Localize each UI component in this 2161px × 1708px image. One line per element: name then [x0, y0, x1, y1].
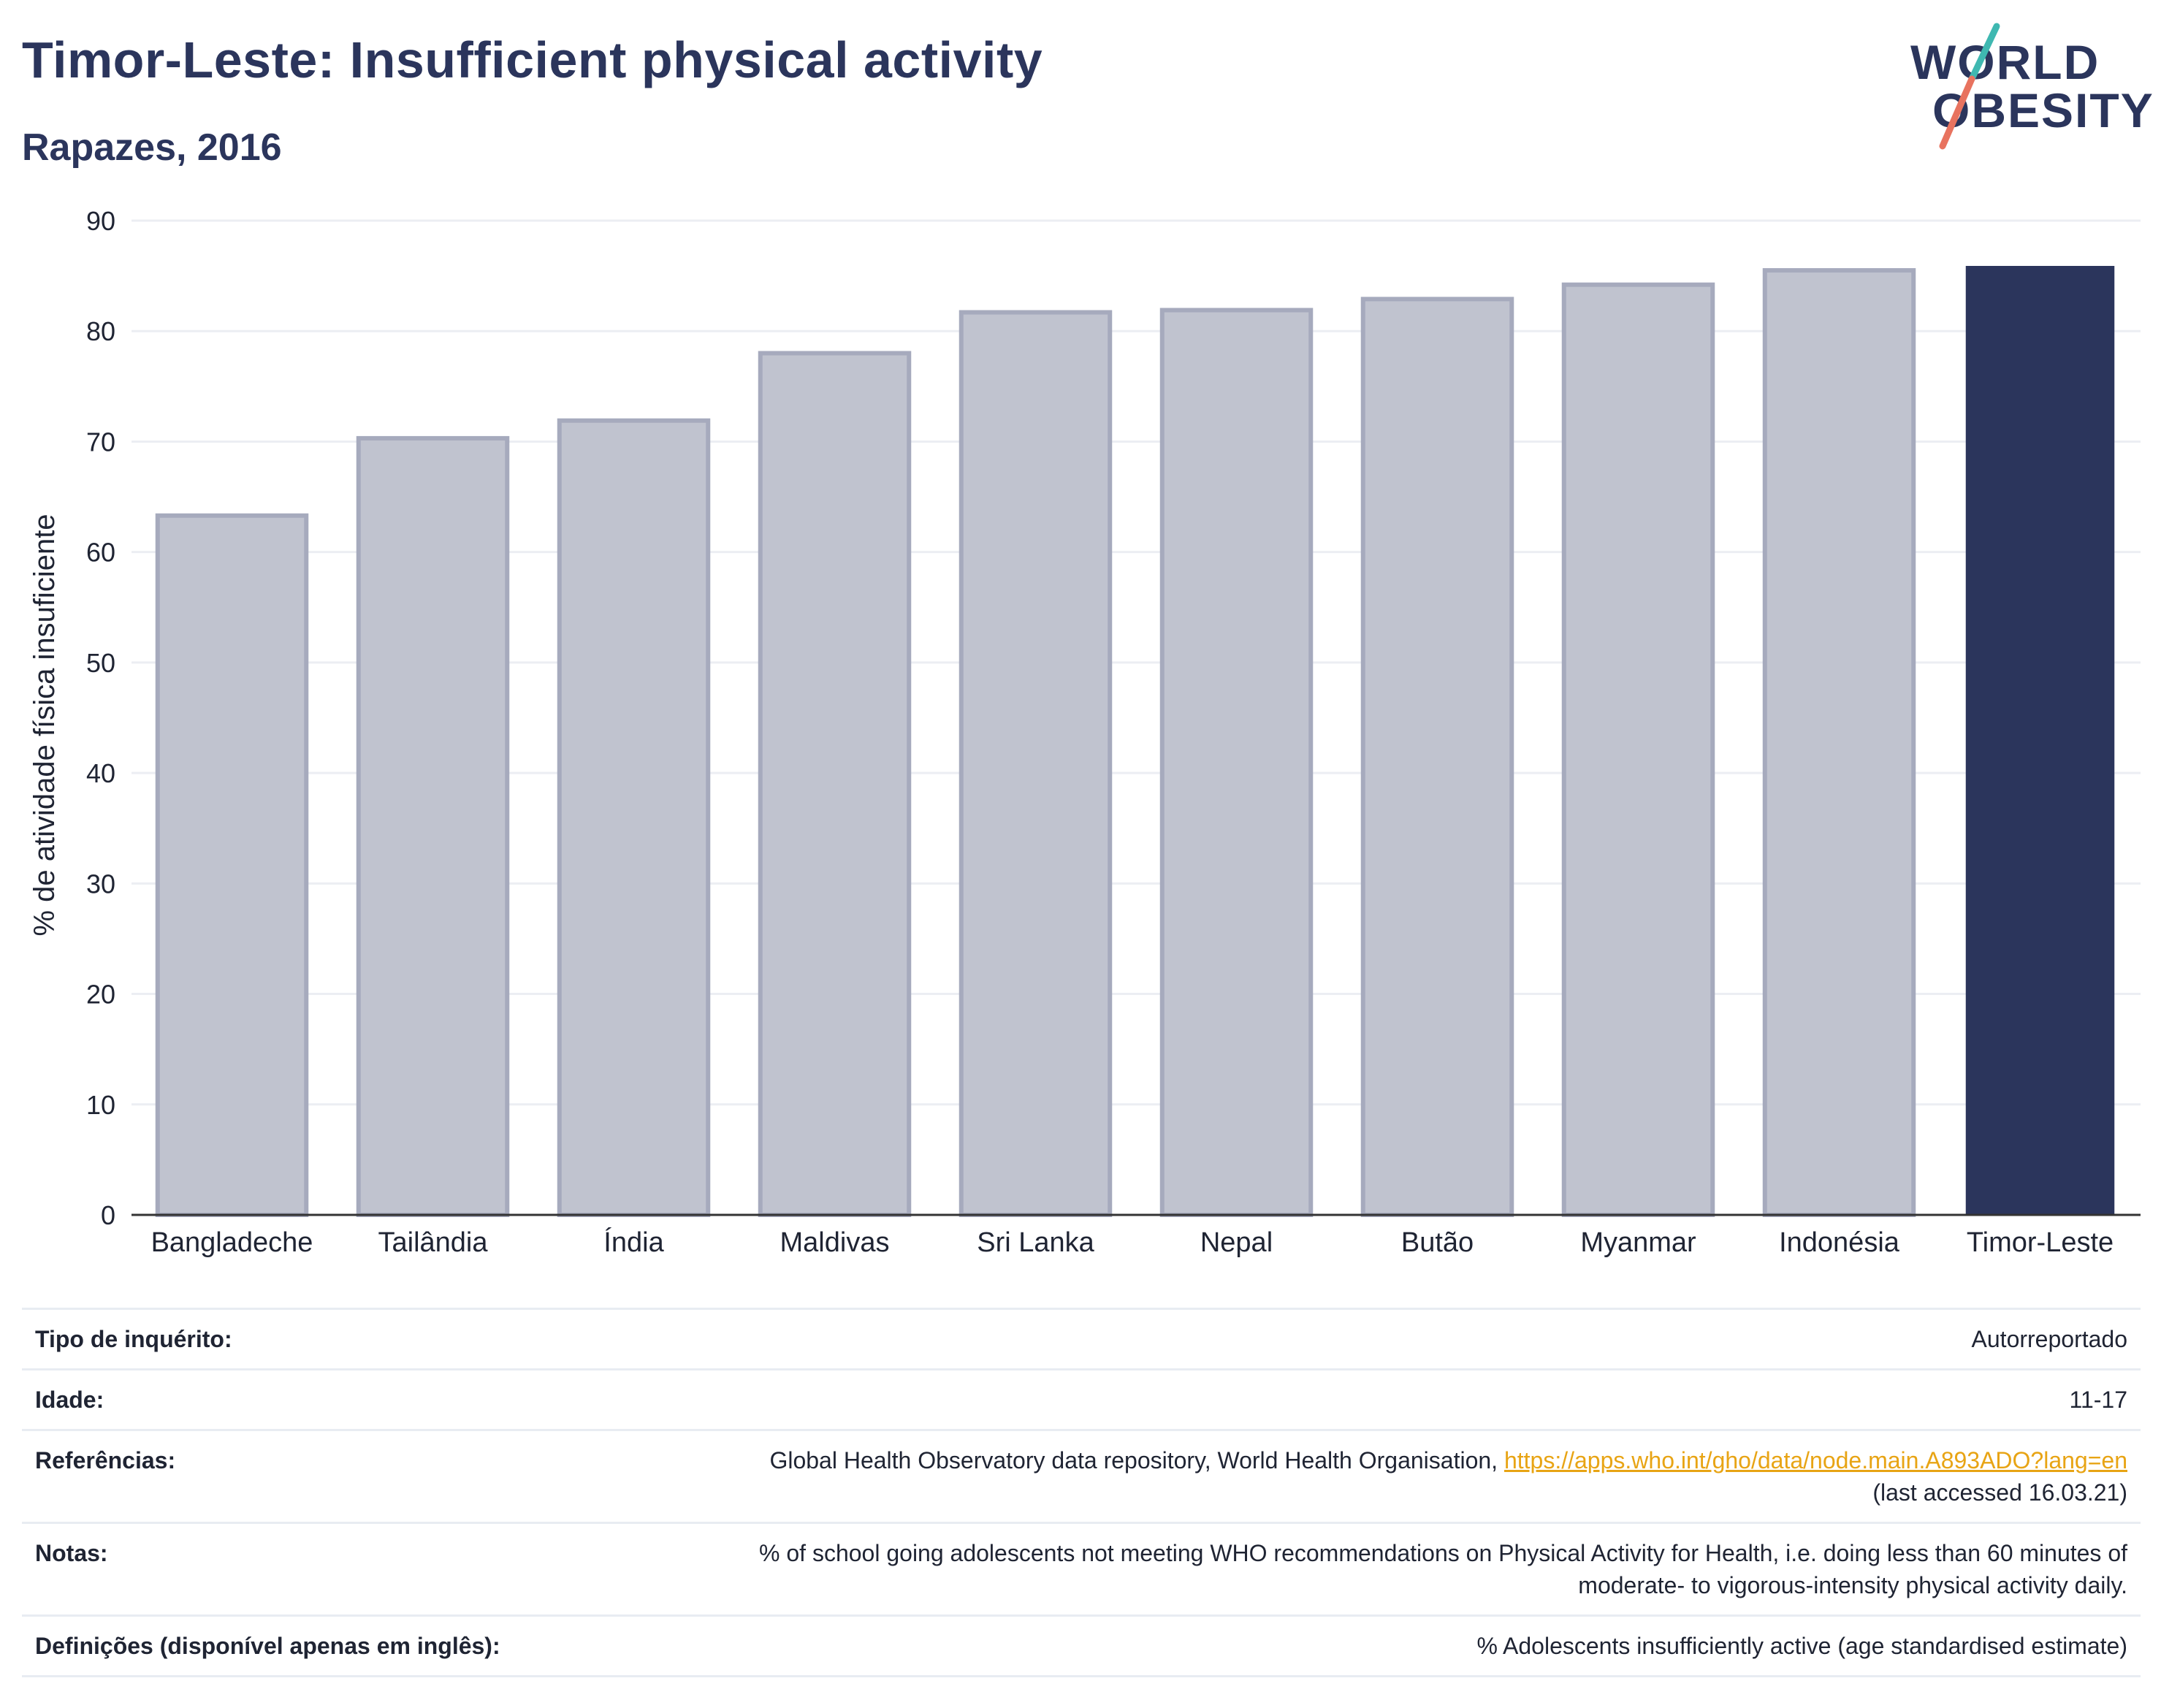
notes-line-2: moderate- to vigorous-intensity physical… [1578, 1572, 2127, 1598]
y-tick-label: 90 [86, 206, 115, 236]
info-label: Tipo de inquérito: [22, 1308, 603, 1370]
info-label: Definições (disponível apenas em inglês)… [22, 1614, 603, 1677]
x-tick-label: Butão [1401, 1227, 1474, 1258]
logo-word-world: WORLD [1910, 35, 2100, 89]
info-label: Notas: [22, 1522, 603, 1617]
bar-chart: 0 10 20 30 40 50 60 70 80 90 Bangladeche Tailândia… [28, 206, 2141, 1258]
y-tick-label: 40 [86, 758, 115, 788]
bar [958, 310, 1113, 1218]
x-tick-label: Maldivas [780, 1227, 890, 1258]
x-tick-label: Sri Lanka [977, 1227, 1094, 1258]
info-row-definitions: Definições (disponível apenas em inglês)… [22, 1614, 2141, 1677]
y-tick-label: 60 [86, 538, 115, 568]
x-tick-label: Timor-Leste [1967, 1227, 2114, 1258]
info-label: Referências: [22, 1429, 603, 1524]
info-value: Global Health Observatory data repositor… [603, 1429, 2141, 1524]
bar [1762, 268, 1916, 1217]
info-value: % of school going adolescents not meetin… [603, 1522, 2141, 1617]
notes-line-1: % of school going adolescents not meetin… [759, 1540, 2127, 1566]
chart-title: Timor-Leste: Insufficient physical activ… [22, 31, 1043, 88]
world-obesity-logo: WORLD OBESITY [1910, 22, 2153, 153]
info-value: Autorreportado [603, 1308, 2141, 1370]
x-tick-label: Bangladeche [151, 1227, 313, 1258]
y-tick-label: 20 [86, 980, 115, 1010]
bar [356, 435, 510, 1217]
bar [758, 351, 912, 1217]
reference-text: Global Health Observatory data repositor… [769, 1447, 1504, 1473]
logo-word-obesity: OBESITY [1932, 83, 2154, 137]
y-tick-label: 70 [86, 427, 115, 457]
info-value: 11-17 [603, 1368, 2141, 1431]
bars [155, 266, 2115, 1218]
info-row-age: Idade: 11-17 [22, 1368, 2141, 1431]
x-tick-label: Índia [603, 1227, 664, 1258]
info-row-references: Referências: Global Health Observatory d… [22, 1429, 2141, 1524]
bar [155, 513, 309, 1218]
y-axis-ticks: 0 10 20 30 40 50 60 70 80 90 [86, 206, 115, 1230]
logo-slash-icon [1939, 23, 2000, 150]
y-tick-label: 50 [86, 648, 115, 678]
info-value: % Adolescents insufficiently active (age… [603, 1614, 2141, 1677]
y-axis-label: % de atividade física insuficiente [28, 514, 61, 936]
y-tick-label: 30 [86, 869, 115, 899]
info-label: Idade: [22, 1368, 603, 1431]
bar [1561, 282, 1715, 1218]
y-tick-label: 80 [86, 316, 115, 346]
x-tick-label: Nepal [1200, 1227, 1273, 1258]
bar [1360, 297, 1514, 1217]
x-axis-ticks: Bangladeche Tailândia Índia Maldivas Sri Lan… [151, 1227, 2114, 1258]
chart-subtitle: Rapazes, 2016 [22, 126, 282, 169]
y-tick-label: 10 [86, 1090, 115, 1120]
reference-link[interactable]: https://apps.who.int/gho/data/node.main.… [1503, 1447, 2127, 1473]
bar [557, 418, 711, 1217]
reference-accessed: (last accessed 16.03.21) [1872, 1479, 2127, 1506]
y-tick-label: 0 [101, 1200, 115, 1230]
info-row-survey-type: Tipo de inquérito: Autorreportado [22, 1308, 2141, 1370]
info-row-notes: Notas: % of school going adolescents not… [22, 1522, 2141, 1617]
x-tick-label: Indonésia [1779, 1227, 1900, 1258]
bar-highlighted [1965, 266, 2115, 1215]
x-tick-label: Myanmar [1580, 1227, 1696, 1258]
bar [1159, 308, 1314, 1218]
metadata-table: Tipo de inquérito: Autorreportado Idade:… [22, 1308, 2141, 1677]
x-tick-label: Tailândia [378, 1227, 489, 1258]
